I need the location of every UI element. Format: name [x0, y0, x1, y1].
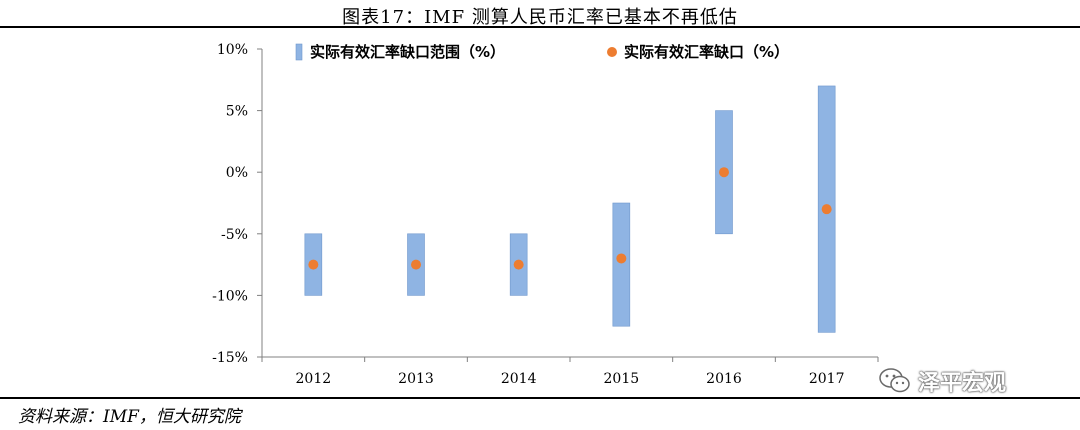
- bottom-rule: [0, 397, 1080, 399]
- watermark-text: 泽平宏观: [918, 371, 1007, 396]
- x-tick-label: 2013: [398, 371, 434, 387]
- legend-label-range: 实际有效汇率缺口范围（%）: [310, 43, 505, 61]
- gap-point: [616, 253, 627, 264]
- legend-swatch-range: [295, 43, 303, 61]
- y-tick-label: 5%: [226, 104, 248, 120]
- gap-point: [411, 259, 421, 270]
- y-tick-label: -5%: [221, 227, 248, 243]
- source-note: 资料来源：IMF，恒大研究院: [18, 407, 241, 427]
- range-bar: [612, 202, 631, 327]
- x-tick-label: 2012: [296, 371, 332, 387]
- watermark: 泽平宏观: [878, 364, 1006, 398]
- y-tick-label: 10%: [217, 42, 248, 58]
- chart-area: -15% -10% -5% 0% 5% 10% 2012 2013 2014 2015 2016 20…: [212, 42, 879, 387]
- y-tick-label: -15%: [212, 350, 248, 366]
- gap-point: [308, 259, 319, 270]
- x-tick-label: 2014: [501, 371, 537, 387]
- gap-point: [719, 167, 729, 178]
- y-tick-label: -10%: [212, 288, 248, 304]
- top-rule: [0, 26, 1080, 28]
- gap-point: [513, 259, 524, 270]
- gap-point: [821, 204, 832, 215]
- y-tick-label: 0%: [226, 165, 248, 181]
- wechat-icon: [879, 368, 910, 393]
- x-tick-label: 2015: [604, 371, 640, 387]
- legend-swatch-point: [607, 47, 617, 57]
- chart-title: 图表17：IMF 测算人民币汇率已基本不再低估: [342, 7, 738, 28]
- legend-label-point: 实际有效汇率缺口（%）: [624, 43, 789, 61]
- x-tick-label: 2016: [706, 371, 742, 387]
- x-tick-label: 2017: [809, 371, 845, 387]
